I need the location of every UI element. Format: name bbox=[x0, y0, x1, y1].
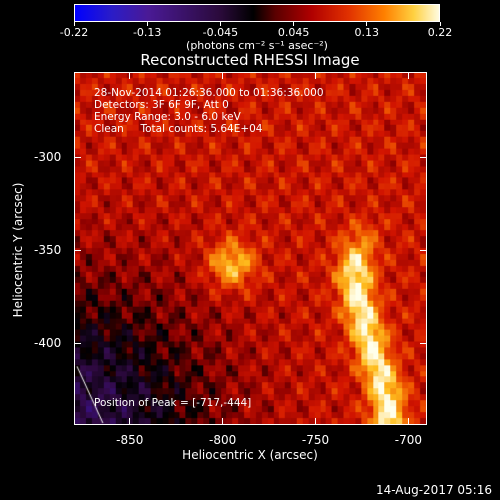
info-time-range: 28-Nov-2014 01:26:36.000 to 01:36:36.000 bbox=[94, 87, 324, 99]
y-tick-mark bbox=[74, 156, 81, 158]
chart-title: Reconstructed RHESSI Image bbox=[140, 51, 360, 69]
colorbar-tick-label: 0.13 bbox=[354, 26, 380, 39]
colorbar-tick-label: -0.13 bbox=[132, 26, 162, 39]
y-tick-mark bbox=[420, 249, 427, 251]
y-tick-label: -300 bbox=[34, 150, 62, 165]
x-tick-mark bbox=[129, 72, 131, 79]
heatmap-image bbox=[75, 73, 426, 424]
footer-timestamp: 14-Aug-2017 05:16 bbox=[375, 483, 492, 497]
x-tick-mark bbox=[407, 72, 409, 79]
x-tick-label: -700 bbox=[394, 433, 423, 447]
x-tick-mark bbox=[407, 418, 409, 425]
y-axis-label: Heliocentric Y (arcsec) bbox=[11, 182, 25, 318]
x-tick-label: -850 bbox=[116, 433, 144, 447]
y-tick-label: -400 bbox=[34, 336, 62, 351]
x-tick-label: -750 bbox=[301, 433, 330, 447]
x-tick-mark bbox=[315, 418, 317, 425]
colorbar-tick-mark bbox=[439, 22, 441, 26]
info-energy: Energy Range: 3.0 - 6.0 keV bbox=[94, 111, 241, 123]
x-tick-mark bbox=[222, 418, 224, 425]
x-tick-mark bbox=[222, 72, 224, 79]
x-axis-label: Heliocentric X (arcsec) bbox=[182, 448, 318, 462]
colorbar-tick-label: -0.045 bbox=[202, 26, 239, 39]
y-tick-mark bbox=[420, 342, 427, 344]
colorbar-tick-mark bbox=[73, 22, 75, 26]
colorbar-tick-label: 0.22 bbox=[427, 26, 453, 39]
colorbar-tick-label: 0.045 bbox=[277, 26, 310, 39]
colorbar-tick-mark bbox=[293, 22, 295, 26]
info-clean: Clean Total counts: 5.64E+04 bbox=[94, 123, 263, 135]
colorbar bbox=[74, 4, 440, 22]
colorbar-tick-mark bbox=[146, 22, 148, 26]
x-tick-mark bbox=[129, 418, 131, 425]
colorbar-tick-mark bbox=[219, 22, 221, 26]
y-tick-mark bbox=[74, 249, 81, 251]
y-tick-mark bbox=[420, 156, 427, 158]
info-peak: Position of Peak = [-717,-444] bbox=[94, 397, 252, 409]
colorbar-unit: (photons cm⁻² s⁻¹ asec⁻²) bbox=[186, 39, 328, 52]
colorbar-tick-mark bbox=[366, 22, 368, 26]
y-tick-mark bbox=[74, 342, 81, 344]
x-tick-mark bbox=[315, 72, 317, 79]
info-detectors: Detectors: 3F 6F 9F, Att 0 bbox=[94, 99, 229, 111]
colorbar-tick-label: -0.22 bbox=[59, 26, 89, 39]
plot-area bbox=[74, 72, 427, 425]
y-tick-label: -350 bbox=[34, 243, 62, 258]
x-tick-label: -800 bbox=[209, 433, 237, 447]
